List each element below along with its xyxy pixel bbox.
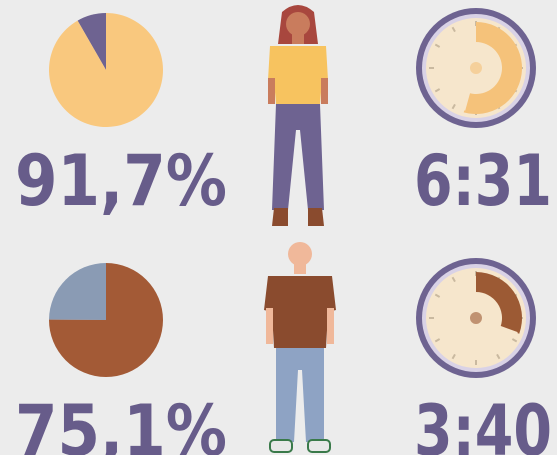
clock-hand <box>463 67 477 111</box>
clock-tick <box>434 88 441 93</box>
clock-tick <box>511 338 518 343</box>
clock-tick <box>496 353 501 360</box>
clock-tick <box>451 26 456 33</box>
time-label: 3:40 <box>414 390 552 455</box>
clock-hand <box>475 317 518 334</box>
clock-tick <box>434 293 441 298</box>
pie-rest <box>49 263 106 320</box>
percent-label: 75,1% <box>15 390 227 455</box>
percent-label: 91,7% <box>15 140 227 222</box>
clock-center <box>470 62 482 74</box>
pie-slice <box>48 13 163 127</box>
clock-tick <box>434 338 441 343</box>
clock-tick <box>451 276 456 283</box>
clock-arc <box>463 22 522 114</box>
man-figure <box>264 242 336 453</box>
pie-rest <box>77 13 106 70</box>
clock-center <box>470 312 482 324</box>
clock-arc <box>476 272 522 334</box>
pie-slice <box>49 263 163 377</box>
clock-tick <box>451 353 456 360</box>
clock-tick <box>451 103 456 110</box>
clock-tick <box>434 43 441 48</box>
time-label: 6:31 <box>414 140 552 222</box>
woman-figure <box>268 5 328 226</box>
